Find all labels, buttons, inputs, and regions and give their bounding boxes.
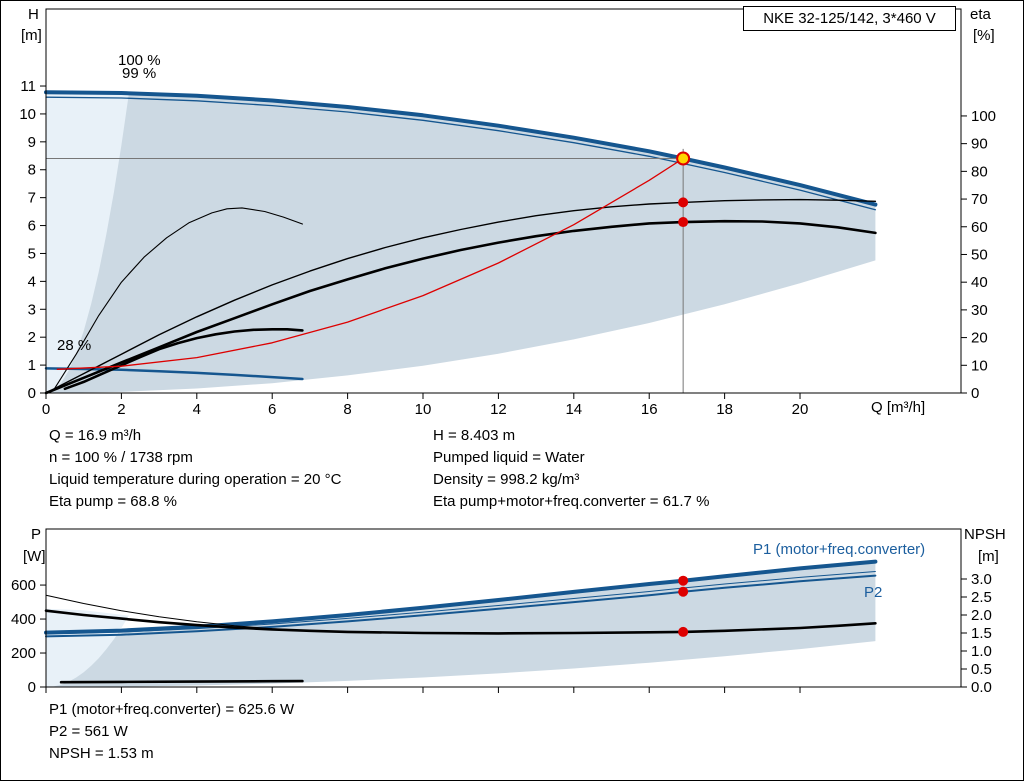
speed-label-28: 28 % [57, 337, 92, 354]
tick-label: 1.5 [971, 625, 992, 642]
tick-label: 9 [28, 134, 36, 151]
info-eta-pump: Eta pump = 68.8 % [49, 493, 177, 510]
tick-label: 60 [971, 219, 988, 236]
tick-label: 100 [971, 108, 996, 125]
tick-label: 1.0 [971, 643, 992, 660]
duty-info-right: H = 8.403 m Pumped liquid = Water Densit… [433, 425, 709, 513]
hmin28-curve [44, 367, 304, 381]
p-min-curve [59, 679, 304, 684]
tick-label: 40 [971, 274, 988, 291]
tick-label: 20 [971, 330, 988, 347]
info-liquid: Pumped liquid = Water [433, 449, 585, 466]
p1-point [678, 575, 689, 586]
tick-label: 90 [971, 136, 988, 153]
info-p1: P1 (motor+freq.converter) = 625.6 W [49, 701, 295, 718]
h100-curve [44, 90, 878, 207]
power-info: P1 (motor+freq.converter) = 625.6 W P2 =… [49, 699, 294, 765]
tick-label: 2.0 [971, 607, 992, 624]
tick-label: 0 [28, 679, 36, 696]
qh-eta-chart-frame [45, 8, 962, 394]
eta-pump-point [678, 197, 689, 208]
tick-label: 12 [490, 401, 507, 418]
tick-label: 3.0 [971, 571, 992, 588]
info-n: n = 100 % / 1738 rpm [49, 449, 193, 466]
tick-label: 2 [28, 329, 36, 346]
h-axis-label: H [28, 6, 39, 23]
tick-label: 0 [28, 385, 36, 402]
tick-label: 11 [20, 78, 36, 95]
control-curve [56, 157, 684, 370]
q-axis-label: Q [m³/h] [871, 399, 926, 416]
tick-label: 200 [11, 645, 36, 662]
tick-label: 2 [117, 401, 125, 418]
tick-label: 3 [28, 301, 36, 318]
tick-label: 5 [28, 245, 36, 262]
duty-point-qh [676, 151, 691, 166]
info-npsh: NPSH = 1.53 m [49, 745, 154, 762]
tick-label: 600 [11, 577, 36, 594]
tick-label: 8 [28, 162, 36, 179]
npsh-axis-label: NPSH [964, 526, 1006, 543]
duty-info-left: Q = 16.9 m³/h n = 100 % / 1738 rpm Liqui… [49, 425, 341, 513]
eta-total-low-curve [63, 327, 304, 391]
tick-label: 0.0 [971, 679, 992, 696]
tick-label: 80 [971, 163, 988, 180]
eta-axis-label: eta [970, 6, 991, 23]
tick-label: 20 [792, 401, 809, 418]
tick-label: 6 [28, 218, 36, 235]
tick-label: 0 [42, 401, 50, 418]
info-h: H = 8.403 m [433, 427, 516, 444]
p-axis-unit: [W] [23, 548, 46, 565]
npsh-curve [44, 609, 877, 635]
power-low-region [46, 608, 129, 687]
tick-label: 4 [193, 401, 201, 418]
eta-total-curve [44, 219, 877, 395]
tick-label: 10 [971, 357, 988, 374]
eta-total-point [678, 217, 689, 228]
tick-label: 400 [11, 611, 36, 628]
p2-curve-label: P2 [864, 584, 883, 601]
operating-envelope [46, 92, 876, 393]
p2-curve [45, 574, 877, 638]
power-npsh-chart-frame [45, 528, 962, 688]
speed-label-99: 99 % [122, 65, 157, 82]
tick-label: 14 [565, 401, 582, 418]
tick-label: 10 [415, 401, 432, 418]
info-temp: Liquid temperature during operation = 20… [49, 471, 342, 488]
info-p2: P2 = 561 W [49, 723, 128, 740]
tick-label: 8 [343, 401, 351, 418]
eta-axis-unit: [%] [973, 27, 995, 44]
info-q: Q = 16.9 m³/h [49, 427, 142, 444]
tick-label: 7 [28, 190, 36, 207]
tick-label: 0 [971, 385, 979, 402]
tick-label: 16 [641, 401, 658, 418]
tick-label: 30 [971, 302, 988, 319]
npsh-point [678, 626, 689, 637]
tick-label: 1 [28, 357, 36, 374]
tick-label: 0.5 [971, 661, 992, 678]
tick-label: 2.5 [971, 589, 992, 606]
p1-curve-label: P1 (motor+freq.converter) [753, 541, 926, 558]
tick-label: 18 [716, 401, 733, 418]
low-speed-region [46, 92, 129, 393]
info-eta-total: Eta pump+motor+freq.converter = 61.7 % [433, 493, 710, 510]
h99-curve [45, 96, 877, 211]
tick-label: 4 [28, 273, 36, 290]
p-axis-label: P [31, 526, 42, 543]
tick-label: 6 [268, 401, 276, 418]
h-axis-unit: [m] [21, 27, 42, 44]
info-density: Density = 998.2 kg/m³ [433, 471, 580, 488]
pump-title-box: NKE 32-125/142, 3*460 V [743, 6, 956, 31]
eta-pump-low-curve [52, 207, 303, 391]
p1-curve [44, 559, 878, 635]
tick-label: 70 [971, 191, 988, 208]
eta-pump-curve [45, 198, 877, 394]
npsh-axis-unit: [m] [978, 548, 999, 565]
speed-label-100: 100 % [118, 52, 161, 69]
tick-label: 50 [971, 246, 988, 263]
tick-label: 10 [19, 106, 36, 123]
p2-point [678, 586, 689, 597]
